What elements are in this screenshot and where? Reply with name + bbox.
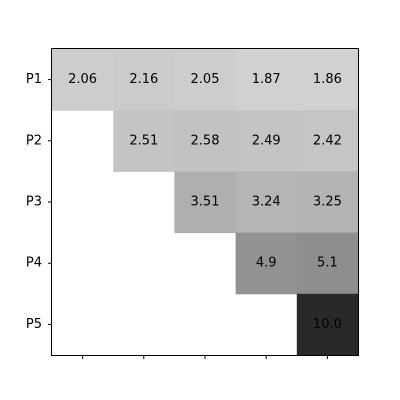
cell-value-labels: 2.06 2.16 2.05 1.87 1.86 2.51 2.58 2.49 2.42 3.51… xyxy=(68,72,342,332)
cell-value-label: 1.86 xyxy=(313,72,342,87)
cell-value-label: 2.42 xyxy=(313,133,342,148)
heatmap-cell-r4-c4 xyxy=(235,232,298,295)
heatmap-cell-r1-c4 xyxy=(235,49,298,111)
heatmap-cell-r2-c5 xyxy=(296,110,359,172)
heatmap-cell-r5-c5 xyxy=(296,293,359,356)
cell-value-label: 3.51 xyxy=(191,195,220,210)
cell-value-label: 1.87 xyxy=(252,72,281,87)
y-axis-ticks: P1 P2 P3 P4 P5 xyxy=(26,72,52,332)
y-tick-label: P2 xyxy=(26,133,42,148)
cell-value-label: 2.51 xyxy=(129,133,158,148)
cell-value-label: 3.25 xyxy=(313,195,342,210)
heatmap-cell-r3-c5 xyxy=(296,171,359,234)
y-tick-label: P1 xyxy=(26,72,42,87)
heatmap-cell-r2-c4 xyxy=(235,110,298,172)
cell-value-label: 2.06 xyxy=(68,72,97,87)
cell-value-label: 2.49 xyxy=(252,133,281,148)
cell-value-label: 10.0 xyxy=(313,317,342,332)
heatmap-cell-r4-c5 xyxy=(296,232,359,295)
x-axis-ticks xyxy=(82,355,328,359)
heatmap-cell-r2-c3 xyxy=(174,110,237,172)
heatmap-cell-r3-c4 xyxy=(235,171,298,234)
cell-value-label: 5.1 xyxy=(317,256,338,271)
cell-value-label: 2.58 xyxy=(191,133,220,148)
heatmap-cell-r3-c3 xyxy=(174,171,237,234)
cell-value-label: 2.16 xyxy=(129,72,158,87)
heatmap-cell-r2-c2 xyxy=(113,110,175,172)
heatmap-cell-r1-c1 xyxy=(52,49,114,111)
heatmap-cells xyxy=(52,49,359,356)
y-tick-label: P3 xyxy=(26,195,42,210)
cell-value-label: 2.05 xyxy=(191,72,220,87)
heatmap-cell-r1-c5 xyxy=(296,49,359,111)
y-tick-label: P5 xyxy=(26,317,42,332)
heatmap-cell-r1-c3 xyxy=(174,49,237,111)
y-tick-label: P4 xyxy=(26,256,42,271)
cell-value-label: 4.9 xyxy=(256,256,277,271)
heatmap-cell-r1-c2 xyxy=(113,49,175,111)
cell-value-label: 3.24 xyxy=(252,195,281,210)
